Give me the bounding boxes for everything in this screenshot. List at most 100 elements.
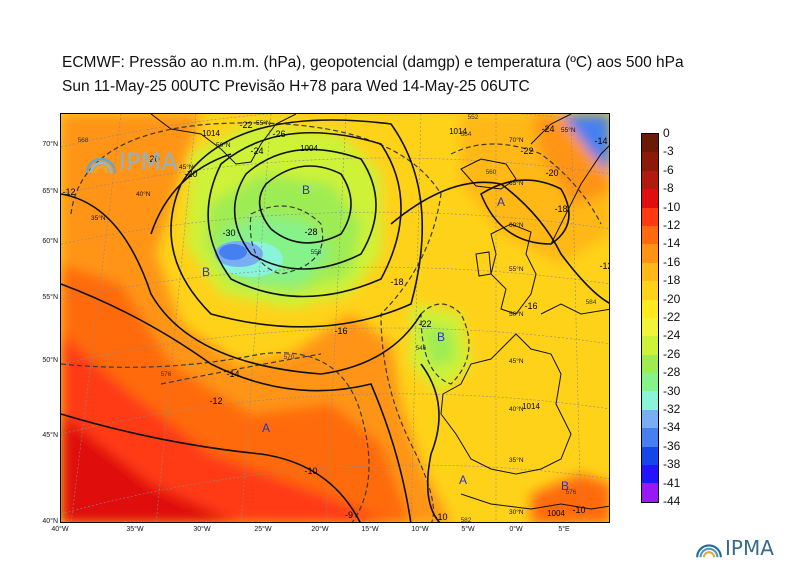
pressure-center-4: A (497, 195, 505, 209)
temperature-label: -10 (304, 466, 317, 476)
ipma-logo-text: IPMA (725, 536, 774, 560)
pressure-center-7: B (561, 479, 569, 493)
colorbar-label: -41 (663, 475, 681, 490)
colorbar-label: -26 (663, 346, 681, 361)
temperature-label: -24 (250, 146, 263, 156)
temperature-label: -16 (524, 301, 537, 311)
temperature-label: -14 (594, 136, 607, 146)
temperature-label: -14 (226, 369, 239, 379)
graticule-label: 70°N (509, 136, 524, 144)
graticule-label: 50°N (509, 310, 524, 318)
temperature-label: -18 (390, 277, 403, 287)
geopotential-label: 560 (486, 169, 497, 176)
colorbar-segment (642, 465, 658, 484)
temperature-label: -20 (146, 154, 159, 164)
colorbar-segment (642, 354, 658, 374)
colorbar-segment (642, 483, 658, 502)
temperature-label: -28 (304, 227, 317, 237)
colorbar-label: -3 (663, 144, 674, 159)
geopotential-label: 576 (161, 371, 172, 378)
graticule-label: 35°N (91, 214, 106, 222)
pressure-center-5: A (262, 421, 270, 435)
colorbar-label: -44 (663, 494, 681, 508)
colorbar-segment (642, 373, 658, 392)
chart-subtitle: Sun 11-May-25 00UTC Previsão H+78 para W… (62, 78, 530, 95)
colorbar-segment (642, 225, 658, 245)
isobars (61, 119, 609, 522)
temperature-label: -16 (334, 326, 347, 336)
graticule-label: 40°N (509, 405, 524, 413)
colorbar-label: -24 (663, 328, 681, 343)
graticule-label: 55°N (256, 119, 271, 127)
lon-label: 20°W (311, 526, 329, 533)
graticule-label: 45°N (509, 357, 524, 365)
colorbar-label: -12 (663, 218, 681, 232)
isobar-label: 1014 (449, 127, 467, 136)
colorbar-segment (642, 428, 658, 447)
colorbar-label: -22 (663, 310, 681, 324)
lon-label: 5°W (461, 526, 475, 533)
graticule-label: 55°N (509, 265, 524, 273)
graticule-label: 55°N (561, 126, 576, 134)
temperature-label: -22 (418, 319, 431, 329)
colorbar-segment (642, 409, 658, 429)
colorbar-segment (642, 317, 658, 337)
colorbar-label: -32 (663, 402, 681, 416)
geopotential-contours (61, 122, 602, 522)
chart-title: ECMWF: Pressão ao n.m.m. (hPa), geopoten… (62, 54, 684, 71)
colorbar-segment (642, 189, 658, 208)
pressure-center-1: B (302, 183, 310, 197)
lat-label: 55°N (42, 294, 58, 301)
temperature-label: -26 (272, 129, 285, 139)
colorbar-label: -8 (663, 181, 674, 196)
map-canvas: B B B A A A B 1004 1014 1014 1004 1014 5… (61, 114, 609, 522)
colorbar-segment (642, 281, 658, 300)
forecast-map[interactable]: B B B A A A B 1004 1014 1014 1004 1014 5… (60, 113, 610, 523)
temperature-colorbar (641, 133, 659, 503)
geopotential-label: 552 (468, 114, 479, 121)
colorbar-segment (642, 446, 658, 466)
colorbar-label: -34 (663, 420, 681, 435)
colorbar-label: -6 (663, 162, 674, 177)
colorbar-segment (642, 391, 658, 410)
lon-label: 35°W (126, 526, 144, 533)
colorbar-label: -20 (663, 291, 681, 306)
temperature-label: -20 (545, 168, 558, 178)
colorbar-label: -38 (663, 457, 681, 472)
isobar-label: 1004 (547, 509, 565, 518)
geopotential-label: 584 (586, 299, 597, 306)
temperature-label: -24 (541, 124, 554, 134)
lon-label: 0°W (509, 526, 523, 533)
colorbar-segment (642, 170, 658, 190)
lat-label: 65°N (42, 188, 58, 195)
ipma-logo-map: IPMA (83, 148, 178, 176)
colorbar-label: 0 (663, 126, 670, 140)
temperature-label: -20 (184, 169, 197, 179)
colorbar-label: -36 (663, 438, 681, 453)
geopotential-label: 564 (461, 131, 472, 138)
geopotential-label: 576 (566, 489, 577, 496)
colorbar-label: -10 (663, 199, 681, 214)
lon-label: 40°W (51, 526, 69, 533)
graticule-label: 40°N (136, 190, 151, 198)
colorbar-segment (642, 207, 658, 226)
pressure-center-2: B (202, 265, 210, 279)
colorbar-segment (642, 336, 658, 355)
temperature-label: -9 (345, 510, 353, 520)
graticule-label: 50°N (216, 141, 231, 149)
colorbar-segment (642, 244, 658, 263)
graticule-label: 30°N (509, 508, 524, 516)
temperature-label: -12 (62, 187, 75, 197)
geopotential-label: 546 (416, 345, 427, 352)
coastlines (150, 114, 609, 510)
lon-label: 30°W (193, 526, 211, 533)
lon-label: 25°W (254, 526, 272, 533)
colorbar-label: -14 (663, 236, 681, 251)
temperature-label: -12 (209, 396, 222, 406)
colorbar-label: -28 (663, 365, 681, 380)
ipma-logo-text: IPMA (119, 148, 178, 176)
isobar-label: 1014 (202, 129, 220, 138)
lat-label: 40°N (42, 518, 58, 525)
lon-label: 10°W (411, 526, 429, 533)
lat-label: 45°N (42, 432, 58, 439)
